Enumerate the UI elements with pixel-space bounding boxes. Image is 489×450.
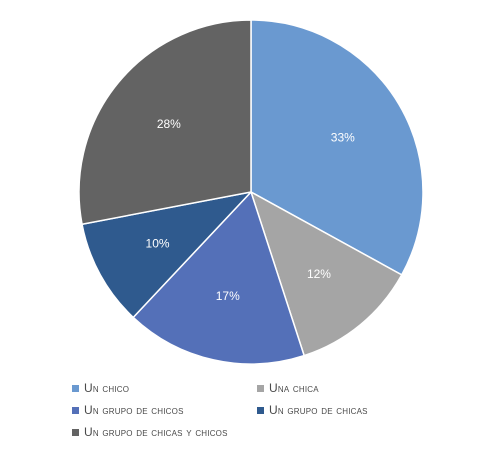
pie-slice-2[interactable]	[250, 191, 403, 357]
legend-swatch	[72, 406, 79, 414]
data-label-1: 33%	[331, 131, 355, 145]
legend-label: Un grupo de chicas	[269, 403, 368, 417]
legend-swatch	[257, 384, 264, 392]
data-label-5: 28%	[157, 117, 181, 131]
legend-label: Una chica	[269, 381, 319, 395]
pie-slices	[78, 19, 424, 365]
pie-data-labels: 33% 12% 17% 10% 28%	[146, 117, 356, 303]
legend-swatch	[257, 406, 264, 414]
legend-label: Un grupo de chicos	[84, 403, 184, 417]
legend-item-un-grupo-de-chicas-y-chicos[interactable]: Un grupo de chicas y chicos	[72, 424, 228, 440]
pie-slice-5[interactable]	[78, 19, 252, 225]
legend-label: Un grupo de chicas y chicos	[84, 425, 228, 439]
legend-swatch	[72, 384, 79, 392]
legend-item-una-chica[interactable]: Una chica	[257, 380, 319, 396]
legend-item-un-grupo-de-chicos[interactable]: Un grupo de chicos	[72, 402, 184, 418]
pie-slice-3[interactable]	[132, 191, 305, 365]
legend-item-un-grupo-de-chicas[interactable]: Un grupo de chicas	[257, 402, 368, 418]
data-label-2: 12%	[307, 267, 331, 281]
pie-slice-4[interactable]	[81, 191, 252, 319]
legend-label: Un chico	[84, 381, 130, 395]
data-label-4: 10%	[146, 236, 170, 250]
pie-slice-1[interactable]	[250, 19, 424, 276]
legend-item-un-chico[interactable]: Un chico	[72, 380, 129, 396]
data-label-3: 17%	[216, 289, 240, 303]
legend-swatch	[72, 428, 79, 436]
